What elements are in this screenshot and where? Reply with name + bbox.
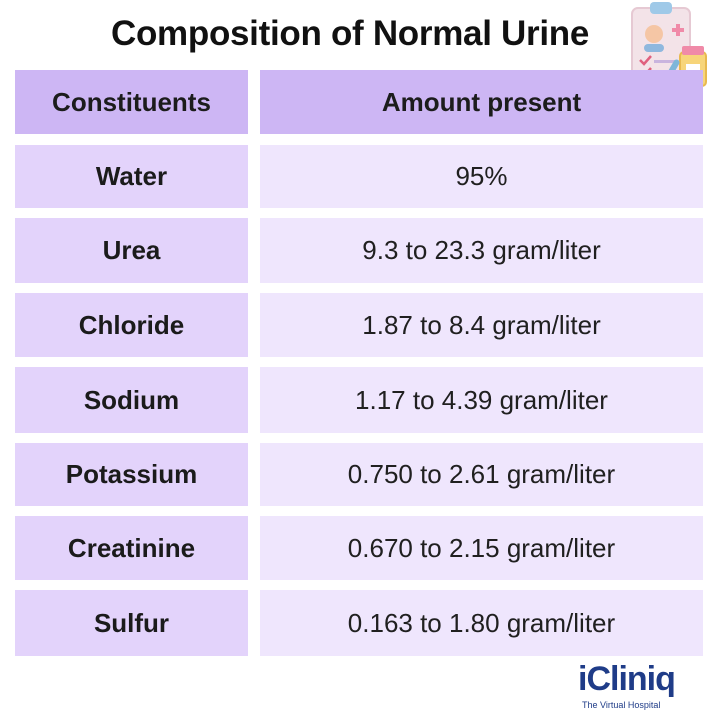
header-constituents: Constituents bbox=[15, 70, 248, 134]
constituent-cell: Water bbox=[15, 145, 248, 208]
amount-cell: 1.87 to 8.4 gram/liter bbox=[260, 293, 703, 357]
table-row: Chloride 1.87 to 8.4 gram/liter bbox=[15, 293, 703, 357]
table-row: Creatinine 0.670 to 2.15 gram/liter bbox=[15, 516, 703, 580]
table-row: Sodium 1.17 to 4.39 gram/liter bbox=[15, 367, 703, 433]
amount-cell: 95% bbox=[260, 145, 703, 208]
constituent-cell: Urea bbox=[15, 218, 248, 283]
constituent-cell: Chloride bbox=[15, 293, 248, 357]
table-row: Sulfur 0.163 to 1.80 gram/liter bbox=[15, 590, 703, 656]
amount-cell: 1.17 to 4.39 gram/liter bbox=[260, 367, 703, 433]
header-amount-present: Amount present bbox=[260, 70, 703, 134]
constituent-cell: Sodium bbox=[15, 367, 248, 433]
table-header-row: Constituents Amount present bbox=[15, 70, 703, 134]
amount-cell: 0.670 to 2.15 gram/liter bbox=[260, 516, 703, 580]
logo-tagline: The Virtual Hospital bbox=[582, 700, 661, 710]
amount-cell: 0.750 to 2.61 gram/liter bbox=[260, 443, 703, 506]
table-row: Potassium 0.750 to 2.61 gram/liter bbox=[15, 443, 703, 506]
page-title: Composition of Normal Urine bbox=[110, 14, 590, 53]
table-row: Urea 9.3 to 23.3 gram/liter bbox=[15, 218, 703, 283]
table-row: Water 95% bbox=[15, 145, 703, 208]
logo-wordmark: iCliniq bbox=[578, 660, 676, 698]
icliniq-logo: iCliniq The Virtual Hospital bbox=[578, 660, 708, 710]
amount-cell: 0.163 to 1.80 gram/liter bbox=[260, 590, 703, 656]
constituent-cell: Creatinine bbox=[15, 516, 248, 580]
amount-cell: 9.3 to 23.3 gram/liter bbox=[260, 218, 703, 283]
constituent-cell: Potassium bbox=[15, 443, 248, 506]
constituent-cell: Sulfur bbox=[15, 590, 248, 656]
